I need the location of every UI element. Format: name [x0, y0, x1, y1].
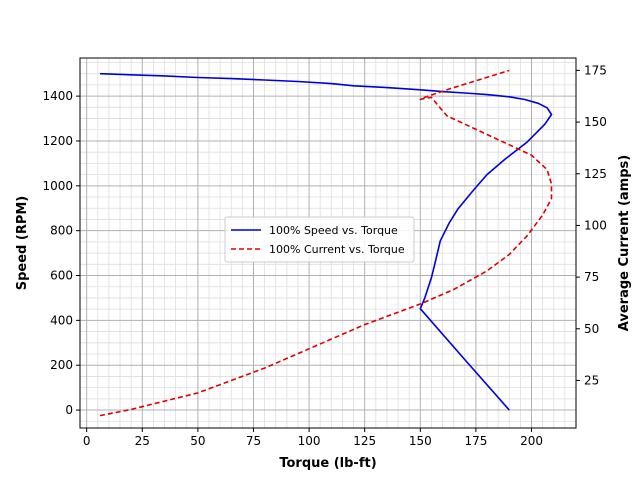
plot-lines [99, 69, 553, 417]
speed-vs-torque-line [99, 72, 553, 411]
plot-frame [79, 57, 577, 429]
x-axis-ticks: 0 25 50 75 100 125 150 175 200 [83, 428, 543, 448]
y2-tick-label: 175 [584, 63, 607, 77]
x-axis-title: Torque (lb-ft) [279, 456, 376, 471]
x-tick-label: 200 [520, 434, 543, 448]
y-tick-label: 1400 [42, 89, 73, 103]
y-tick-label: 0 [65, 403, 73, 417]
x-tick-label: 175 [464, 434, 487, 448]
x-tick-label: 50 [190, 434, 205, 448]
current-vs-torque-line [99, 69, 553, 417]
legend-label-speed: 100% Speed vs. Torque [269, 224, 398, 237]
y2-tick-label: 150 [584, 115, 607, 129]
y2-tick-label: 25 [584, 373, 599, 387]
y2-axis-ticks: 25 50 75 100 125 150 175 [576, 63, 607, 387]
x-tick-label: 75 [246, 434, 261, 448]
y2-tick-label: 100 [584, 218, 607, 232]
y-tick-label: 800 [50, 224, 73, 238]
x-tick-label: 125 [353, 434, 376, 448]
y2-axis-title: Average Current (amps) [617, 155, 632, 331]
x-tick-label: 100 [298, 434, 321, 448]
y-axis-title: Speed (RPM) [15, 196, 30, 291]
y2-tick-label: 125 [584, 167, 607, 181]
major-grid [80, 58, 576, 428]
y-tick-label: 1200 [42, 134, 73, 148]
y2-tick-label: 50 [584, 322, 599, 336]
x-tick-label: 0 [83, 434, 91, 448]
y-tick-label: 400 [50, 313, 73, 327]
y2-tick-label: 75 [584, 270, 599, 284]
y-tick-label: 600 [50, 269, 73, 283]
y-tick-label: 200 [50, 358, 73, 372]
x-tick-label: 25 [135, 434, 150, 448]
legend: 100% Speed vs. Torque 100% Current vs. T… [224, 216, 415, 263]
x-tick-label: 150 [409, 434, 432, 448]
legend-label-current: 100% Current vs. Torque [269, 243, 405, 256]
y-tick-label: 1000 [42, 179, 73, 193]
legend-box [224, 216, 415, 263]
y-axis-ticks: 0 200 400 600 800 1000 1200 1400 [42, 89, 80, 417]
